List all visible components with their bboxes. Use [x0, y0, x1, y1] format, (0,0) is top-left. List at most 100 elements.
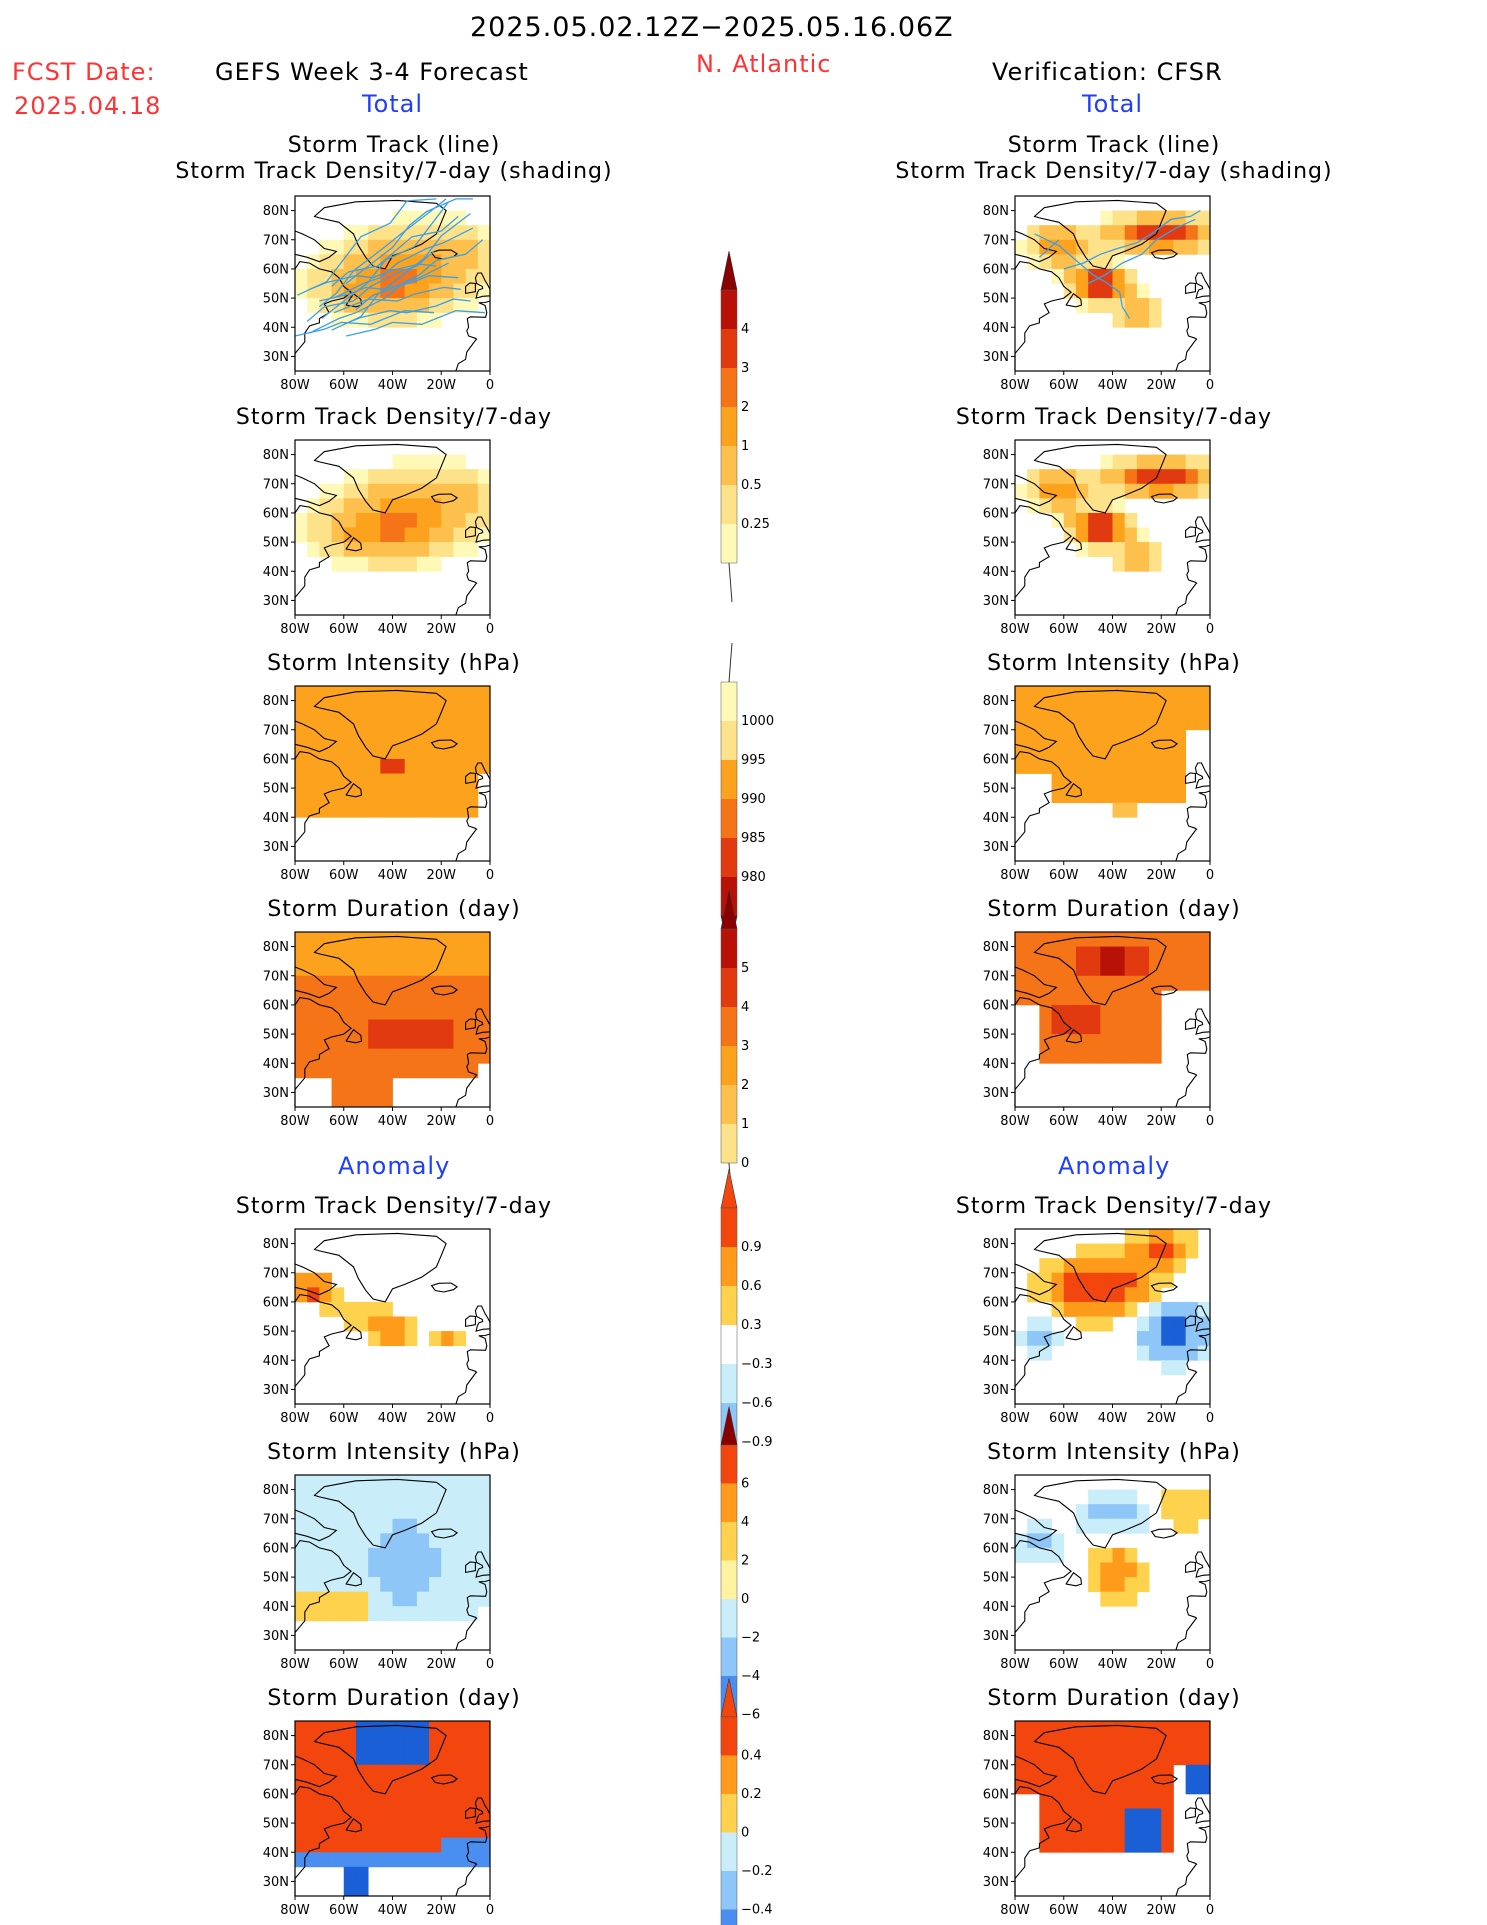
- forecast-duration-anomaly-panel-cell: [343, 1852, 357, 1868]
- colorbar-intensity-label: 1000: [741, 714, 774, 729]
- verification-track-density-panel-cell: [1027, 225, 1040, 241]
- forecast-intensity-panel-cell: [392, 686, 406, 701]
- verification-duration-panel-cell: [1100, 1048, 1113, 1064]
- forecast-duration-anomaly-panel-cell: [295, 1750, 308, 1766]
- date-range-title: 2025.05.02.12Z−2025.05.16.06Z: [470, 12, 954, 43]
- verification-intensity-panel-cell: [1075, 700, 1089, 716]
- verification-density-anomaly-panel-cell: [1039, 1287, 1052, 1303]
- verification-track-density-panel-cell: [1088, 254, 1101, 270]
- verification-duration-anomaly-panel-cell: [1088, 1823, 1101, 1839]
- verification-density-anomaly-panel-cell: [1161, 1345, 1174, 1361]
- forecast-intensity-anomaly-panel-cell: [331, 1504, 345, 1520]
- forecast-duration-anomaly-panel-cell: [453, 1793, 467, 1809]
- verification-intensity-panel-cell: [1149, 758, 1162, 774]
- forecast-duration-anomaly-panel-cell: [453, 1735, 467, 1751]
- forecast-intensity-panel-cell: [404, 744, 418, 760]
- forecast-duration-anomaly-panel-cell: [392, 1721, 406, 1736]
- forecast-duration-anomaly-panel-cell: [453, 1852, 467, 1868]
- forecast-intensity-panel-cell: [331, 700, 345, 716]
- verification-intensity-panel-cell: [1173, 788, 1187, 804]
- verification-track-density-panel-cell: [1136, 225, 1150, 241]
- verification-duration-panel-cell: [1136, 1004, 1150, 1020]
- verification-density-panel-cell: [1112, 527, 1126, 543]
- verification-duration-panel-cell: [1124, 946, 1138, 962]
- forecast-track-density-panel-cell: [429, 239, 442, 255]
- forecast-intensity-anomaly-panel-cell: [429, 1518, 442, 1534]
- verification-duration-panel-cell: [1075, 1034, 1089, 1050]
- forecast-track-density-panel-track-line: [297, 198, 437, 296]
- forecast-intensity-anomaly-panel-cell: [380, 1577, 393, 1593]
- verification-intensity-panel-cell: [1088, 700, 1101, 716]
- forecast-duration-anomaly-panel-cell: [429, 1735, 442, 1751]
- verification-duration-anomaly-panel-cell: [1136, 1808, 1150, 1824]
- verification-intensity-panel-cell: [1027, 758, 1040, 774]
- verification-density-panel-cell: [1015, 483, 1028, 499]
- verification-intensity-anomaly-panel-coast-baffin-island: [1014, 1509, 1058, 1542]
- forecast-duration-panel-cell: [368, 1092, 381, 1108]
- forecast-track-density-panel-cell: [355, 225, 369, 241]
- lat-tick-label: 50N: [263, 782, 289, 797]
- forecast-track-density-panel-track-line: [318, 198, 447, 308]
- lon-tick-label: 40W: [1098, 868, 1128, 883]
- forecast-track-density-panel-cell: [319, 268, 332, 284]
- verification-intensity-panel-cell: [1063, 758, 1077, 774]
- forecast-track-density-panel-track-line: [331, 212, 471, 331]
- verification-intensity-anomaly-panel-cell: [1124, 1591, 1138, 1607]
- forecast-duration-panel-cell: [343, 1063, 357, 1079]
- forecast-intensity-panel-coast-europe-coast: [455, 790, 491, 862]
- lat-tick-label: 60N: [263, 262, 289, 277]
- lon-tick-label: 80W: [1000, 1114, 1030, 1129]
- lon-tick-label: 0: [1206, 868, 1214, 883]
- forecast-track-density-panel-cell: [319, 239, 332, 255]
- colorbar-duration-anomaly-label: −0.4: [741, 1903, 773, 1918]
- forecast-track-density-panel-cell: [331, 312, 345, 328]
- forecast-duration-panel-coast-labrador-coast: [294, 997, 352, 1107]
- verification-duration-panel-cell: [1112, 932, 1126, 947]
- forecast-intensity-panel-cell: [307, 788, 320, 804]
- lat-tick-label: 30N: [263, 840, 289, 855]
- forecast-density-anomaly-panel-coast-europe-coast: [455, 1333, 491, 1405]
- forecast-intensity-panel-cell: [380, 802, 393, 818]
- forecast-intensity-anomaly-panel-cell: [392, 1577, 406, 1593]
- forecast-duration-anomaly-panel-cell: [307, 1721, 320, 1736]
- verification-duration-anomaly-panel-cell: [1039, 1793, 1052, 1809]
- forecast-duration-anomaly-panel-coast-labrador-coast: [294, 1786, 352, 1896]
- verification-density-anomaly-panel-cell: [1100, 1301, 1113, 1317]
- forecast-intensity-panel-cell: [331, 715, 345, 731]
- forecast-density-panel-cell: [355, 469, 369, 485]
- forecast-duration-panel-cell: [477, 1048, 491, 1064]
- forecast-density-panel-cell: [416, 512, 430, 528]
- verification-intensity-panel-cell: [1197, 686, 1211, 701]
- lat-tick-label: 50N: [983, 292, 1009, 307]
- lat-tick-label: 60N: [263, 506, 289, 521]
- verification-intensity-panel-cell: [1112, 773, 1126, 789]
- forecast-density-panel-cell: [477, 527, 491, 543]
- verification-track-density-panel-cell: [1124, 312, 1138, 328]
- forecast-duration-anomaly-panel-cell: [380, 1808, 393, 1824]
- verification-density-anomaly-panel-cell: [1051, 1287, 1065, 1303]
- forecast-duration-anomaly-panel-cell: [416, 1837, 430, 1853]
- forecast-intensity-panel-cell: [343, 744, 357, 760]
- forecast-density-panel-cell: [392, 542, 406, 558]
- forecast-intensity-panel-cell: [307, 802, 320, 818]
- verification-intensity-anomaly-panel-cell: [1112, 1489, 1126, 1505]
- verification-duration-panel-cell: [1197, 975, 1211, 991]
- verification-track-density-panel-cell: [1124, 268, 1138, 284]
- forecast-duration-anomaly-panel-cell: [319, 1764, 332, 1780]
- verification-density-panel-cell: [1185, 483, 1199, 499]
- verification-duration-anomaly-panel-cell: [1063, 1721, 1077, 1736]
- verification-density-anomaly-panel-cell: [1100, 1272, 1113, 1288]
- verification-track-density-panel-cell: [1173, 239, 1187, 255]
- forecast-intensity-anomaly-panel-cell: [319, 1504, 332, 1520]
- forecast-duration-panel-cell: [441, 1034, 454, 1050]
- verification-intensity-anomaly-panel-cell: [1173, 1504, 1187, 1520]
- forecast-intensity-panel-cell: [355, 802, 369, 818]
- verification-intensity-panel-coast-baffin-island: [1014, 720, 1058, 753]
- forecast-duration-anomaly-panel-cell: [404, 1764, 418, 1780]
- forecast-density-panel-cell: [429, 556, 442, 572]
- colorbar-duration-segment: [721, 1046, 737, 1085]
- forecast-duration-panel-cell: [404, 1034, 418, 1050]
